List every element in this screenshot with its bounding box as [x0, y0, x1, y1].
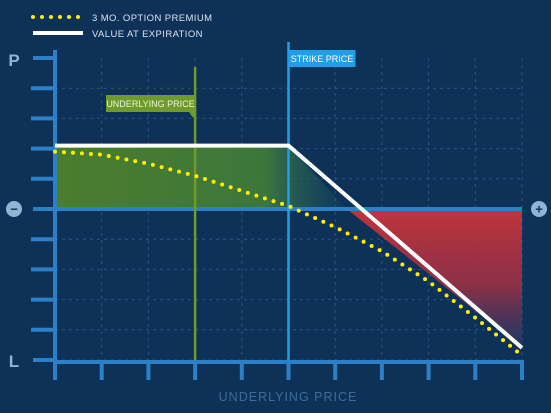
legend-label-option-premium: 3 MO. OPTION PREMIUM: [92, 13, 212, 24]
left-zero-marker: −: [6, 201, 22, 217]
right-zero-marker-symbol: +: [535, 202, 543, 217]
strike-price-tag-box: [288, 50, 356, 67]
underlying-price-tag-box: [106, 95, 195, 112]
strike-price-tag-label: STRIKE PRICE: [291, 54, 354, 64]
loss-area: [346, 209, 522, 348]
y-axis-top-label: P: [8, 51, 19, 70]
legend-label-value-expiration: VALUE AT EXPIRATION: [92, 29, 203, 40]
underlying-price-tag-pointer: [189, 112, 197, 118]
series-lines: [53, 143, 524, 358]
left-zero-marker-symbol: −: [10, 202, 18, 217]
profit-area: [55, 145, 347, 209]
payoff-fills: [55, 145, 522, 348]
price-markers: UNDERLYING PRICE STRIKE PRICE: [106, 42, 356, 360]
underlying-price-tag-label: UNDERLYING PRICE: [106, 99, 194, 109]
option-premium-line: [53, 149, 524, 358]
legend: 3 MO. OPTION PREMIUM VALUE AT EXPIRATION: [31, 13, 212, 40]
x-axis-label: UNDERLYING PRICE: [219, 390, 358, 404]
right-zero-marker: +: [531, 201, 547, 217]
y-axis-bottom-label: L: [9, 352, 19, 371]
value-at-expiration-line: [55, 143, 524, 350]
